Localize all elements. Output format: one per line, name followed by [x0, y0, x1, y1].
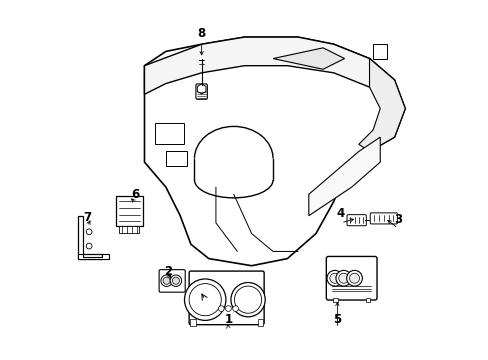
Circle shape — [230, 283, 264, 317]
Bar — [189, 319, 195, 326]
Circle shape — [172, 277, 179, 284]
Polygon shape — [78, 216, 102, 258]
FancyBboxPatch shape — [196, 84, 207, 99]
Circle shape — [232, 306, 238, 311]
Circle shape — [338, 273, 348, 283]
Bar — [365, 298, 369, 302]
Polygon shape — [272, 48, 344, 69]
Bar — [116, 196, 142, 226]
Bar — [333, 298, 337, 302]
Text: 8: 8 — [197, 27, 205, 40]
Bar — [372, 44, 386, 59]
Circle shape — [218, 306, 224, 311]
Text: 7: 7 — [83, 211, 91, 224]
Circle shape — [326, 270, 342, 286]
Text: 2: 2 — [163, 265, 171, 278]
Circle shape — [170, 275, 181, 287]
Circle shape — [189, 284, 221, 316]
Text: 6: 6 — [131, 188, 140, 201]
Circle shape — [234, 286, 261, 313]
Polygon shape — [308, 137, 380, 216]
Circle shape — [349, 273, 359, 283]
Circle shape — [225, 306, 231, 311]
Text: 1: 1 — [224, 313, 232, 326]
Polygon shape — [358, 59, 405, 152]
Polygon shape — [144, 37, 405, 266]
FancyBboxPatch shape — [369, 213, 397, 224]
Text: 5: 5 — [332, 313, 341, 326]
FancyBboxPatch shape — [189, 271, 264, 325]
Circle shape — [86, 229, 92, 235]
Text: 3: 3 — [393, 213, 401, 226]
Bar — [119, 226, 139, 233]
Polygon shape — [144, 37, 394, 102]
Circle shape — [163, 277, 170, 284]
Text: 4: 4 — [336, 207, 345, 220]
Bar — [155, 123, 183, 144]
FancyBboxPatch shape — [159, 270, 185, 292]
Circle shape — [161, 275, 172, 287]
Circle shape — [335, 270, 351, 286]
Bar — [257, 319, 263, 326]
Bar — [165, 152, 187, 166]
FancyBboxPatch shape — [346, 215, 366, 226]
Polygon shape — [78, 254, 108, 258]
Circle shape — [86, 243, 92, 249]
Circle shape — [346, 270, 362, 286]
Circle shape — [329, 273, 339, 283]
FancyBboxPatch shape — [325, 256, 376, 300]
Circle shape — [184, 279, 225, 320]
